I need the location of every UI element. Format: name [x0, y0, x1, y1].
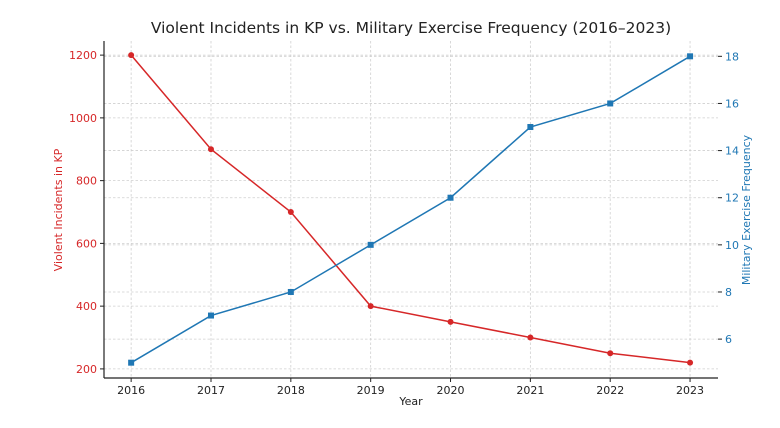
data-point: [607, 100, 614, 107]
y-right-tick-label: 16: [725, 97, 739, 110]
data-point: [367, 241, 374, 248]
x-tick-label: 2016: [117, 384, 145, 397]
data-point: [128, 52, 135, 59]
data-point: [687, 359, 694, 366]
data-point: [447, 194, 454, 201]
y-right-tick-label: 8: [725, 286, 732, 299]
y-right-tick-label: 14: [725, 145, 739, 158]
data-point: [207, 146, 214, 153]
x-tick-label: 2017: [197, 384, 225, 397]
x-tick-label: 2021: [516, 384, 544, 397]
y-right-tick-label: 12: [725, 192, 739, 205]
x-tick-label: 2018: [277, 384, 305, 397]
data-point: [527, 334, 534, 341]
series-line: [130, 54, 691, 364]
y-left-tick-label: 200: [76, 363, 97, 376]
data-point: [447, 318, 454, 325]
y-right-tick-label: 18: [725, 50, 739, 63]
data-point: [607, 350, 614, 357]
series-line: [130, 55, 691, 364]
x-tick-label: 2022: [596, 384, 624, 397]
series-military-exercise-frequency: [128, 53, 694, 366]
y-axis-left-label: Violent Incidents in KP: [52, 148, 65, 271]
y-left-tick-label: 400: [76, 300, 97, 313]
y-left-tick-label: 1000: [69, 112, 97, 125]
x-tick-label: 2020: [437, 384, 465, 397]
y-axis-right-label: Military Exercise Frequency: [740, 134, 753, 285]
data-point: [207, 312, 214, 319]
y-left-tick-label: 800: [76, 175, 97, 188]
data-point: [287, 209, 294, 216]
y-left-tick-label: 1200: [69, 49, 97, 62]
data-point: [287, 288, 294, 295]
x-tick-label: 2019: [357, 384, 385, 397]
y-left-tick-label: 600: [76, 237, 97, 250]
series-layer: [128, 52, 694, 366]
y-right-tick-label: 6: [725, 333, 732, 346]
grid: [104, 41, 718, 378]
data-point: [687, 53, 694, 60]
axes: 2016 2017 2018 2019 2020 2021 2022 2023 200 400 60…: [69, 41, 739, 397]
y-right-tick-label: 10: [725, 239, 739, 252]
x-axis-label: Year: [398, 395, 423, 408]
chart-title: Violent Incidents in KP vs. Military Exe…: [151, 19, 671, 37]
series-violent-incidents-in-kp: [128, 52, 694, 366]
data-point: [527, 124, 534, 131]
data-point: [367, 303, 374, 310]
data-point: [128, 359, 135, 366]
x-tick-label: 2023: [676, 384, 704, 397]
